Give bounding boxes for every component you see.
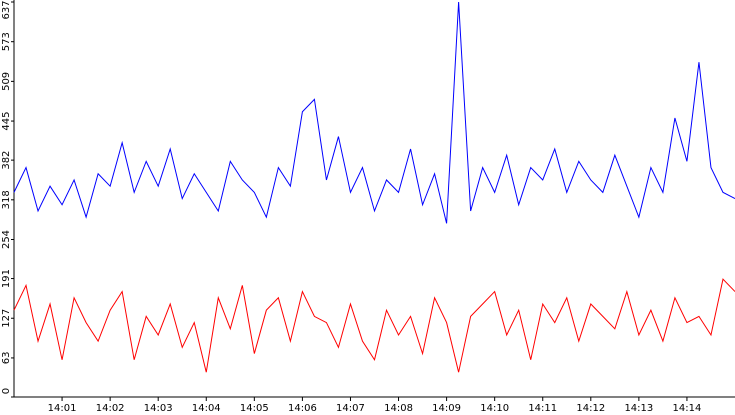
y-tick-label: 127 bbox=[1, 309, 12, 328]
y-tick-label: 318 bbox=[1, 190, 12, 209]
x-tick-label: 14:03 bbox=[144, 403, 173, 414]
x-tick-label: 14:14 bbox=[673, 403, 702, 414]
x-tick-label: 14:06 bbox=[288, 403, 317, 414]
y-tick-label: 63 bbox=[1, 352, 12, 365]
y-tick-label: 573 bbox=[1, 32, 12, 51]
x-tick-label: 14:08 bbox=[384, 403, 413, 414]
y-tick-label: 637 bbox=[1, 0, 12, 19]
x-tick-label: 14:01 bbox=[48, 403, 77, 414]
x-tick-label: 14:11 bbox=[528, 403, 557, 414]
x-tick-label: 14:09 bbox=[432, 403, 461, 414]
y-tick-label: 445 bbox=[1, 112, 12, 131]
y-tick-label: 254 bbox=[1, 230, 12, 249]
x-tick-label: 14:02 bbox=[96, 403, 125, 414]
x-tick-label: 14:12 bbox=[576, 403, 605, 414]
y-tick-label: 191 bbox=[1, 269, 12, 288]
x-tick-label: 14:07 bbox=[336, 403, 365, 414]
x-tick-label: 14:04 bbox=[192, 403, 221, 414]
series-line bbox=[13, 1, 735, 224]
y-tick-label: 0 bbox=[1, 388, 12, 394]
y-tick-label: 382 bbox=[1, 151, 12, 170]
x-tick-label: 14:05 bbox=[240, 403, 269, 414]
y-tick-label: 509 bbox=[1, 72, 12, 91]
x-tick-label: 14:10 bbox=[480, 403, 509, 414]
series-line bbox=[13, 278, 735, 373]
x-tick-label: 14:13 bbox=[624, 403, 653, 414]
